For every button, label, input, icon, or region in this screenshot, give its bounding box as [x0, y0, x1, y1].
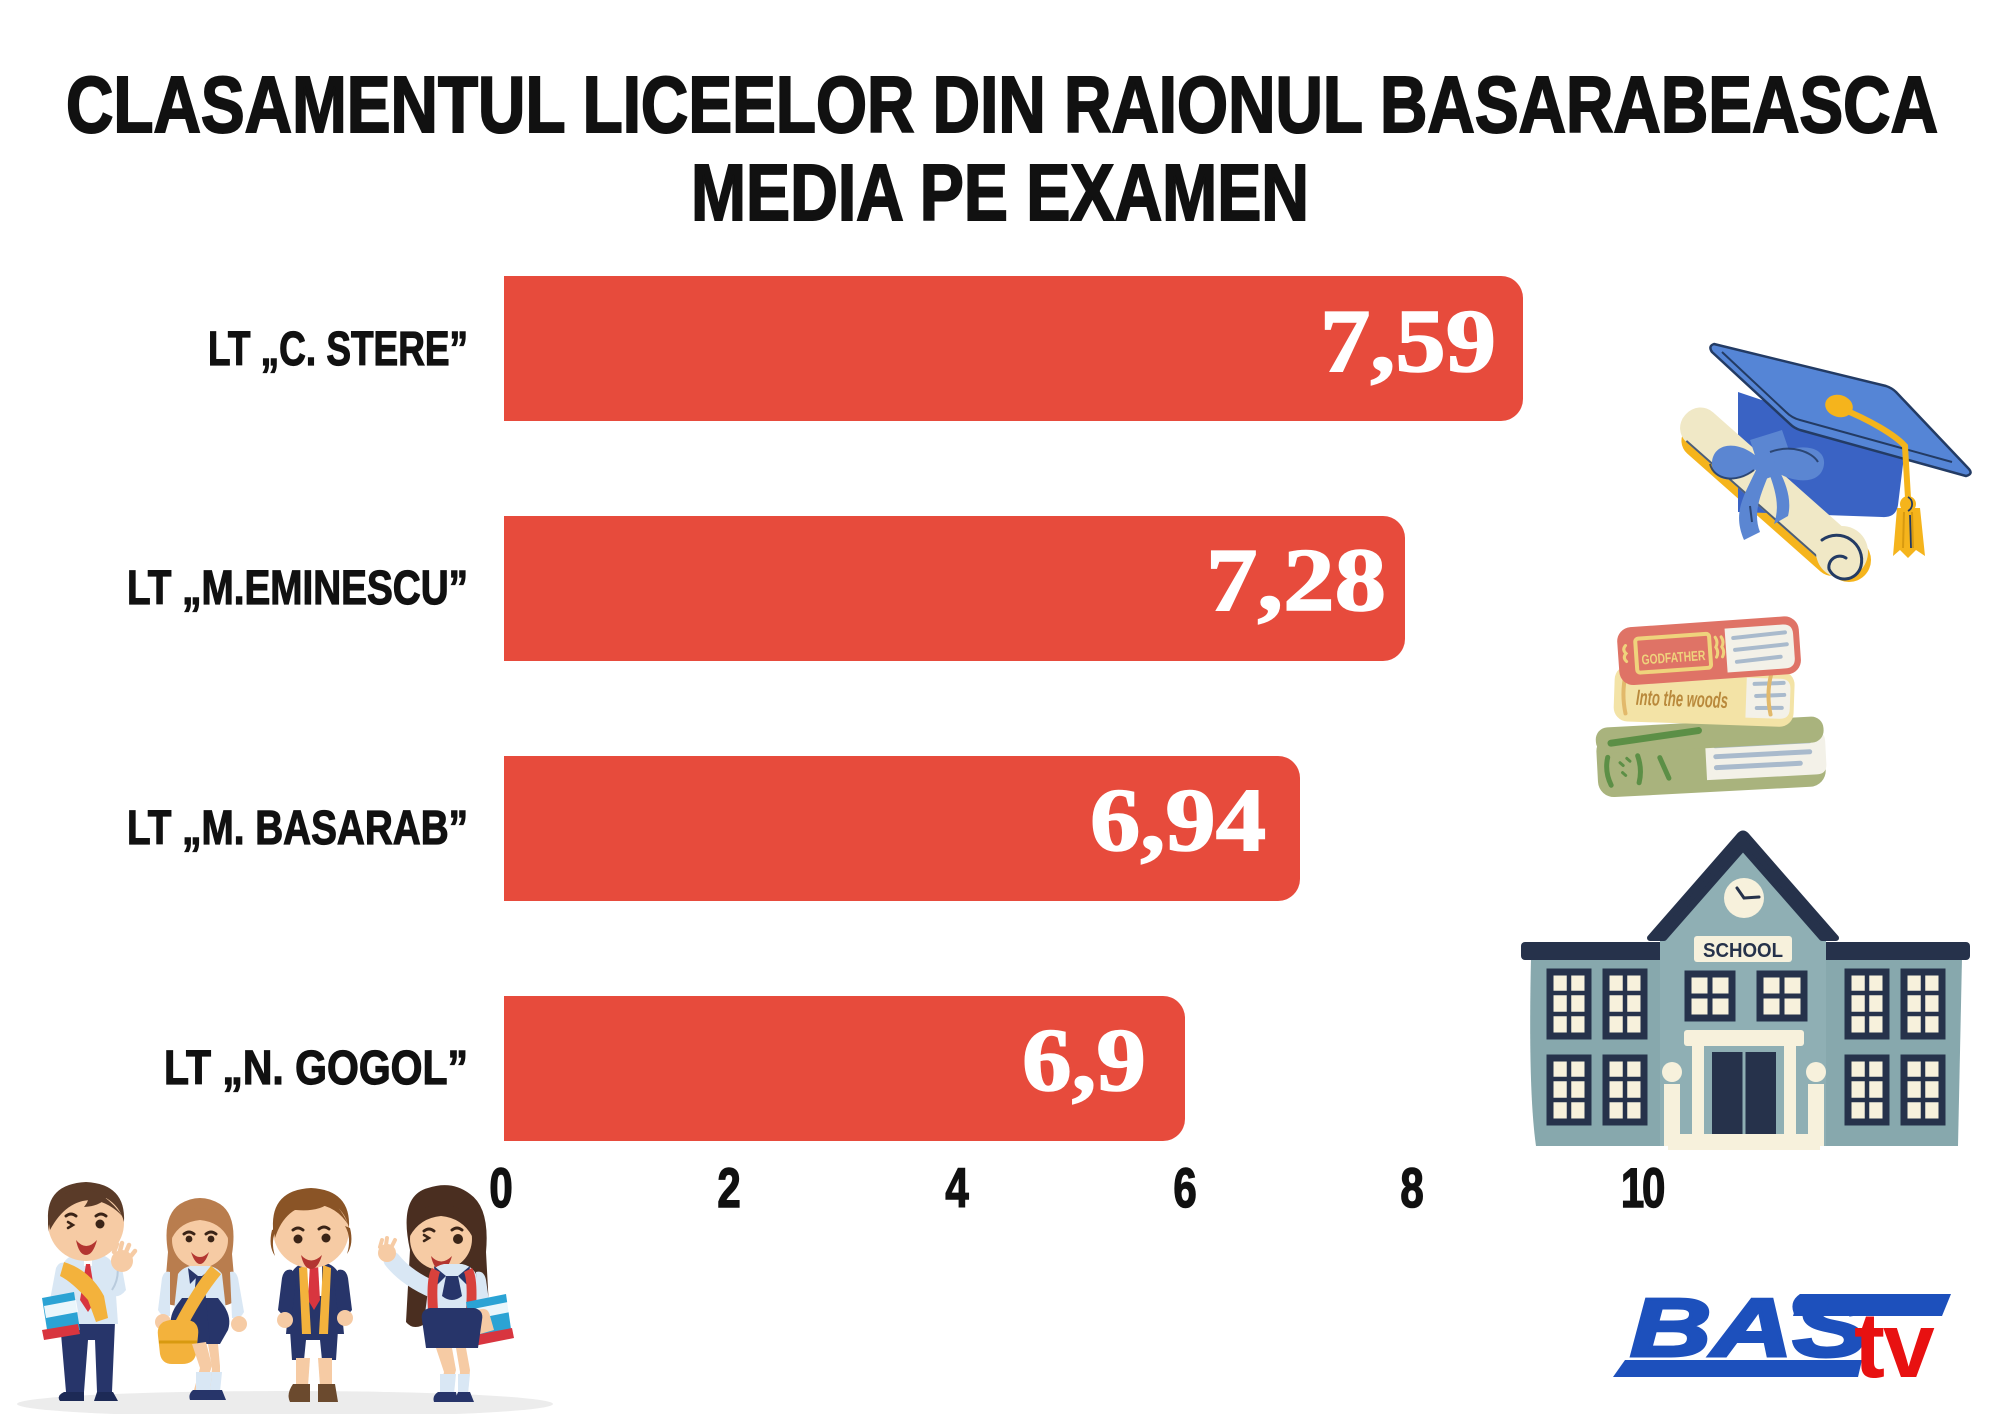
- svg-text:LT „N. GOGOL”: LT „N. GOGOL”: [164, 1042, 468, 1095]
- svg-text:Into the woods: Into the woods: [1636, 685, 1729, 713]
- svg-text:SCHOOL: SCHOOL: [1703, 940, 1783, 962]
- svg-text:LT „M. BASARAB”: LT „M. BASARAB”: [127, 802, 468, 855]
- svg-text:LT „C. STERE”: LT „C. STERE”: [208, 323, 468, 376]
- svg-text:8: 8: [1400, 1157, 1423, 1219]
- svg-text:10: 10: [1621, 1157, 1664, 1219]
- svg-text:6,9: 6,9: [1022, 1011, 1146, 1110]
- svg-text:4: 4: [945, 1157, 969, 1219]
- svg-text:6: 6: [1173, 1157, 1196, 1219]
- svg-text:LT „M.EMINESCU”: LT „M.EMINESCU”: [127, 562, 468, 615]
- svg-text:6,94: 6,94: [1090, 771, 1266, 870]
- svg-text:7,59: 7,59: [1320, 292, 1496, 391]
- svg-text:7,28: 7,28: [1206, 531, 1386, 630]
- svg-text:MEDIA PE EXAMEN: MEDIA PE EXAMEN: [691, 148, 1309, 237]
- svg-text:GODFATHER: GODFATHER: [1641, 647, 1706, 667]
- svg-text:0: 0: [489, 1157, 512, 1219]
- svg-text:2: 2: [717, 1157, 740, 1219]
- svg-text:CLASAMENTUL LICEELOR DIN RAION: CLASAMENTUL LICEELOR DIN RAIONUL BASARAB…: [66, 60, 1938, 149]
